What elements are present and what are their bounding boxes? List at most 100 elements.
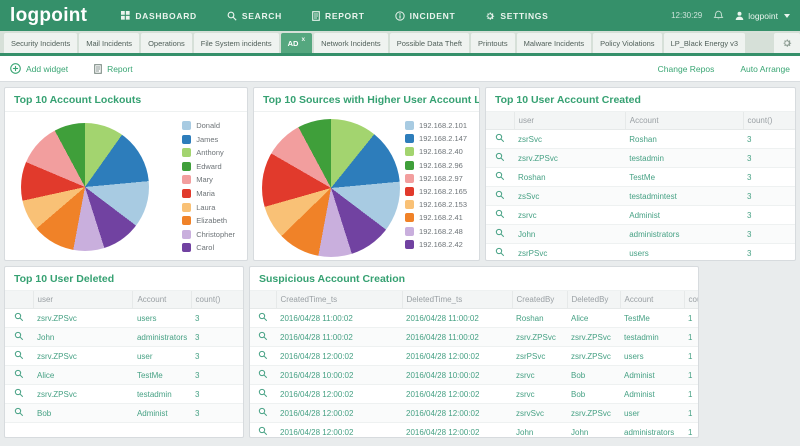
legend-item[interactable]: Elizabeth [182, 216, 235, 226]
nav-item-incident[interactable]: INCIDENT [394, 11, 456, 21]
auto-arrange-button[interactable]: Auto Arrange [740, 63, 790, 74]
table-row: 2016/04/28 12:00:02 2016/04/28 12:00:02 zs… [250, 384, 698, 404]
legend-item[interactable]: 192.168.2.96 [405, 160, 467, 170]
legend-swatch [182, 202, 192, 212]
drilldown-search-icon[interactable] [250, 365, 276, 385]
drilldown-search-icon[interactable] [5, 403, 33, 423]
pie-chart-account-lockouts[interactable] [21, 123, 149, 251]
table-cell: Roshan [514, 167, 626, 187]
table-cell: 2016/04/28 11:00:02 [402, 308, 512, 328]
legend-item[interactable]: 192.168.2.42 [405, 239, 467, 249]
legend-item[interactable]: Donald [182, 121, 235, 130]
legend-item[interactable]: 192.168.2.48 [405, 226, 467, 236]
dashboard-toolbar: Add widget Report Change Repos Auto Arra… [0, 56, 800, 82]
legend-item[interactable]: Carol [182, 243, 235, 253]
change-repos-button[interactable]: Change Repos [657, 63, 715, 74]
report-label: Report [107, 63, 133, 74]
table-container: user Account count() zsrSvc Roshan 3 zsrv.ZPSv… [486, 112, 795, 260]
drilldown-search-icon[interactable] [486, 243, 514, 260]
legend-item[interactable]: 192.168.2.41 [405, 213, 467, 223]
drilldown-search-icon[interactable] [250, 308, 276, 328]
drilldown-search-icon[interactable] [5, 327, 33, 347]
table-cell: Administ [620, 365, 684, 385]
legend-label: Elizabeth [196, 216, 228, 226]
nav-item-report[interactable]: REPORT [312, 11, 365, 21]
widget-user-account-created: Top 10 User Account Created user Account c… [485, 87, 796, 261]
dashboard-icon [121, 11, 130, 20]
legend-swatch [405, 173, 415, 183]
legend-item[interactable]: Maria [182, 188, 235, 198]
drilldown-search-icon[interactable] [486, 148, 514, 168]
nav-item-search[interactable]: SEARCH [227, 11, 282, 21]
nav-item-dashboard[interactable]: DASHBOARD [121, 11, 197, 21]
tab-file-system-incidents[interactable]: File System incidents [193, 33, 279, 53]
legend-item[interactable]: Christopher [182, 229, 235, 239]
tab-malware-incidents[interactable]: Malware Incidents [516, 33, 592, 53]
drilldown-search-icon[interactable] [486, 224, 514, 244]
table-cell: zsrSvc [514, 129, 626, 149]
drilldown-search-icon[interactable] [486, 167, 514, 187]
table-cell: John [512, 422, 567, 437]
table-cell: 3 [743, 205, 795, 225]
drilldown-search-icon[interactable] [250, 403, 276, 423]
tab-label: Mail Incidents [86, 38, 133, 48]
table-cell: 2016/04/28 12:00:02 [276, 422, 402, 437]
table-row: Alice TestMe 3 [5, 365, 243, 385]
pie-chart-source-lockouts[interactable] [262, 119, 400, 257]
table-cell: 3 [743, 167, 795, 187]
drilldown-search-icon[interactable] [250, 346, 276, 366]
widget-title: Top 10 User Account Created [486, 88, 795, 112]
legend-swatch [405, 186, 415, 196]
tabbar-gear-button[interactable] [774, 33, 800, 53]
table-cell: zsrv.ZPSvc [567, 346, 620, 366]
drilldown-search-icon[interactable] [486, 186, 514, 206]
add-widget-button[interactable]: Add widget [10, 63, 68, 74]
icon-column-header [486, 112, 515, 130]
table-cell: users [132, 308, 191, 328]
logpoint-logo[interactable]: logpoint [10, 4, 88, 26]
user-menu[interactable]: logpoint [735, 11, 790, 21]
legend-label: Edward [196, 161, 222, 171]
report-button[interactable]: Report [94, 63, 133, 74]
legend-item[interactable]: Edward [182, 161, 235, 171]
legend-item[interactable]: 192.168.2.40 [405, 147, 467, 157]
legend-item[interactable]: 192.168.2.97 [405, 173, 467, 183]
chart-area: Donald James Anthony Edward Mary Maria Laura El… [5, 112, 247, 253]
legend-item[interactable]: 192.168.2.101 [405, 121, 467, 130]
tab-possible-data-theft[interactable]: Possible Data Theft [389, 33, 470, 53]
drilldown-search-icon[interactable] [5, 308, 33, 328]
tab-printouts[interactable]: Printouts [471, 33, 515, 53]
legend-item[interactable]: James [182, 134, 235, 144]
tab-close-icon[interactable]: x [301, 35, 306, 43]
widget-sources-lockouts: Top 10 Sources with Higher User Account … [253, 87, 480, 261]
legend-item[interactable]: 192.168.2.165 [405, 186, 467, 196]
icon-column-header [5, 291, 34, 309]
nav-item-settings[interactable]: SETTINGS [485, 11, 548, 21]
tab-operations[interactable]: Operations [141, 33, 192, 53]
legend-item[interactable]: Mary [182, 175, 235, 185]
legend-item[interactable]: Laura [182, 202, 235, 212]
tab-policy-violations[interactable]: Policy Violations [593, 33, 662, 53]
legend-item[interactable]: Anthony [182, 148, 235, 158]
column-header: user [33, 291, 134, 309]
legend-item[interactable]: 192.168.2.147 [405, 134, 467, 144]
clock: 12:30:29 [671, 11, 703, 20]
drilldown-search-icon[interactable] [250, 384, 276, 404]
drilldown-search-icon[interactable] [5, 346, 33, 366]
drilldown-search-icon[interactable] [486, 205, 514, 225]
tab-security-incidents[interactable]: Security Incidents [4, 33, 78, 53]
table-cell: 2016/04/28 10:00:02 [402, 365, 512, 385]
drilldown-search-icon[interactable] [5, 365, 33, 385]
drilldown-search-icon[interactable] [486, 129, 514, 149]
notifications-bell-icon[interactable] [713, 10, 724, 21]
tab-network-incidents[interactable]: Network Incidents [314, 33, 388, 53]
drilldown-search-icon[interactable] [5, 384, 33, 404]
drilldown-search-icon[interactable] [250, 422, 276, 437]
legend-item[interactable]: 192.168.2.153 [405, 200, 467, 210]
tab-ad[interactable]: AD x [280, 33, 313, 53]
tab-mail-incidents[interactable]: Mail Incidents [79, 33, 140, 53]
legend-label: 192.168.2.41 [419, 213, 463, 223]
table-container: user Account count() zsrv.ZPSvc users 3 John ad… [5, 291, 243, 423]
tab-lp-black-energy-v3[interactable]: LP_Black Energy v3 [663, 33, 746, 53]
drilldown-search-icon[interactable] [250, 327, 276, 347]
